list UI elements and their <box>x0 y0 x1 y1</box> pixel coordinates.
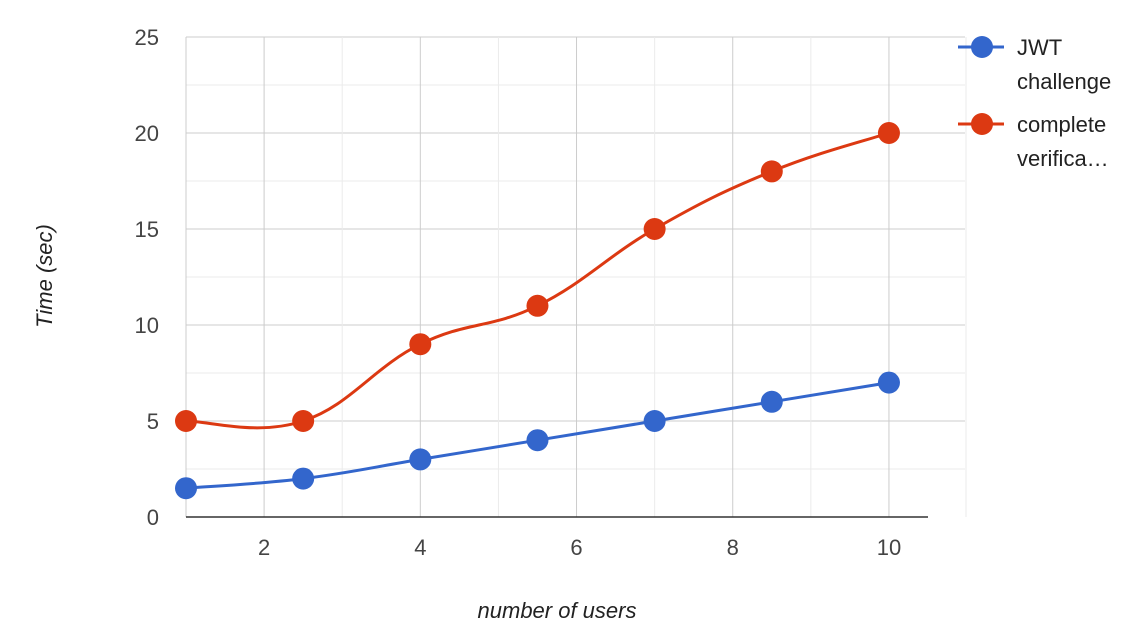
data-point[interactable] <box>292 467 315 490</box>
y-tick-label: 20 <box>135 121 159 146</box>
x-tick-label: 2 <box>258 535 270 560</box>
data-point[interactable] <box>292 410 315 432</box>
y-tick-label: 25 <box>135 25 159 50</box>
legend-item[interactable]: JWT challenge <box>958 35 1111 94</box>
x-tick-label: 4 <box>414 535 426 560</box>
x-tick-label: 8 <box>727 535 739 560</box>
data-point[interactable] <box>175 477 197 500</box>
x-tick-label: 6 <box>570 535 582 560</box>
legend-item[interactable]: complete verifica… <box>958 112 1109 171</box>
legend-label: JWT <box>1017 35 1062 60</box>
y-tick-label: 5 <box>147 409 159 434</box>
y-tick-label: 10 <box>135 313 159 338</box>
series-group <box>175 371 900 500</box>
data-point[interactable] <box>526 294 549 317</box>
series-line <box>184 131 891 430</box>
gridlines <box>185 36 967 517</box>
legend-label: complete <box>1017 112 1106 137</box>
data-point[interactable] <box>526 429 549 452</box>
data-point[interactable] <box>760 160 783 183</box>
data-point[interactable] <box>643 410 666 432</box>
legend-label: challenge <box>1017 69 1111 94</box>
data-point[interactable] <box>643 218 666 240</box>
data-point[interactable] <box>175 410 197 432</box>
y-axis-title: Time (sec) <box>32 224 57 328</box>
series <box>175 122 900 500</box>
y-tick-label: 0 <box>147 505 159 530</box>
legend-swatch-dot <box>971 113 993 135</box>
data-point[interactable] <box>409 448 432 471</box>
data-point[interactable] <box>877 371 900 394</box>
x-axis-title: number of users <box>478 598 637 623</box>
y-tick-label: 15 <box>135 217 159 242</box>
data-point[interactable] <box>877 122 900 144</box>
y-tick-labels: 0 5 10 15 20 25 <box>135 25 159 530</box>
data-point[interactable] <box>409 333 432 356</box>
x-tick-label: 10 <box>877 535 901 560</box>
data-point[interactable] <box>760 390 783 413</box>
x-tick-labels: 2 4 6 8 10 <box>258 535 901 560</box>
series-group <box>175 122 900 432</box>
legend-swatch-dot <box>971 36 993 58</box>
legend: JWT challenge complete verifica… <box>958 35 1111 171</box>
legend-label: verifica… <box>1017 146 1109 171</box>
